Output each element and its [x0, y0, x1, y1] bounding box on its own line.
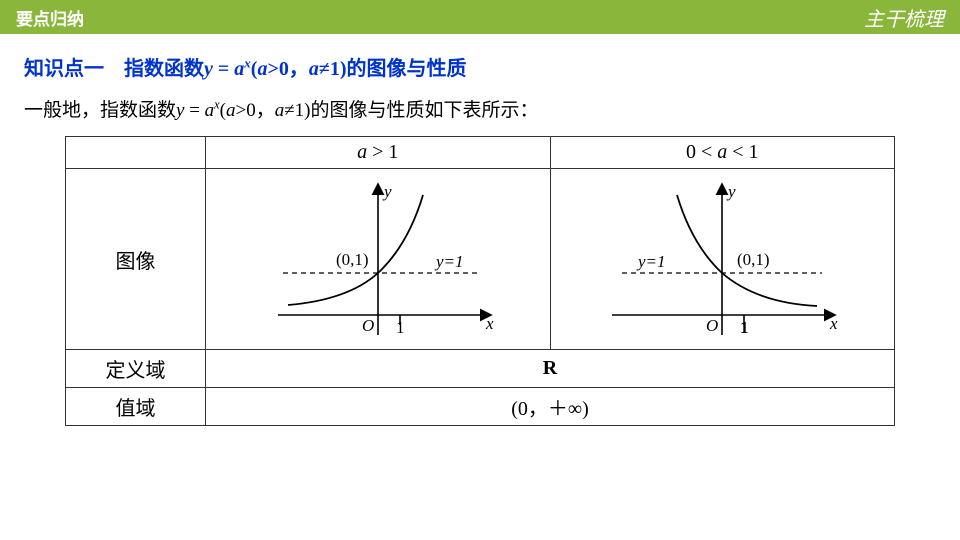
domain-value: R: [206, 350, 895, 388]
page-header: 要点归纳 主干梳理: [0, 0, 960, 34]
graph-increasing: y x O 1 (0,1) y=1: [228, 175, 528, 343]
title-prefix: 知识点一 指数函数: [24, 52, 204, 81]
row-label-domain: 定义域: [66, 350, 206, 388]
row-label-graph: 图像: [66, 169, 206, 350]
range-value: (0，＋∞): [206, 388, 895, 426]
title-formula: y = ax(a>0，a≠1): [204, 52, 347, 81]
header-empty-cell: [66, 137, 206, 169]
svg-text:y: y: [726, 182, 736, 201]
svg-text:x: x: [829, 314, 838, 333]
intro-suffix: 的图像与性质如下表所示：: [310, 95, 538, 122]
properties-table: a > 1 0 < a < 1 图像 y x O 1: [65, 136, 895, 426]
graph-decreasing-cell: y x O 1 (0,1) y=1: [550, 169, 895, 350]
svg-text:1: 1: [740, 318, 749, 337]
row-label-range: 值域: [66, 388, 206, 426]
svg-text:y: y: [382, 182, 392, 201]
svg-text:y=1: y=1: [434, 252, 464, 271]
graph-increasing-cell: y x O 1 (0,1) y=1: [206, 169, 551, 350]
header-row: a > 1 0 < a < 1: [66, 137, 895, 169]
svg-text:x: x: [485, 314, 494, 333]
svg-text:y=1: y=1: [636, 252, 666, 271]
intro-prefix: 一般地，指数函数: [24, 95, 176, 122]
svg-text:O: O: [362, 316, 374, 335]
graph-decreasing: y x O 1 (0,1) y=1: [572, 175, 872, 343]
header-right-text: 主干梳理: [864, 3, 944, 32]
domain-row: 定义域 R: [66, 350, 895, 388]
col-header-a-gt-1: a > 1: [206, 137, 551, 169]
graph-row: 图像 y x O 1 (0,1) y=1: [66, 169, 895, 350]
svg-text:1: 1: [396, 318, 405, 337]
header-left-text: 要点归纳: [16, 5, 84, 30]
content-area: 知识点一 指数函数 y = ax(a>0，a≠1) 的图像与性质 一般地，指数函…: [0, 34, 960, 426]
title-suffix: 的图像与性质: [347, 52, 467, 81]
intro-formula: y = ax(a>0，a≠1): [176, 95, 310, 122]
svg-text:(0,1): (0,1): [336, 250, 369, 269]
col-header-a-lt-1: 0 < a < 1: [550, 137, 895, 169]
range-row: 值域 (0，＋∞): [66, 388, 895, 426]
svg-text:O: O: [706, 316, 718, 335]
svg-text:(0,1): (0,1): [737, 250, 770, 269]
intro-line: 一般地，指数函数 y = ax(a>0，a≠1) 的图像与性质如下表所示：: [24, 95, 936, 122]
knowledge-title: 知识点一 指数函数 y = ax(a>0，a≠1) 的图像与性质: [24, 52, 936, 81]
